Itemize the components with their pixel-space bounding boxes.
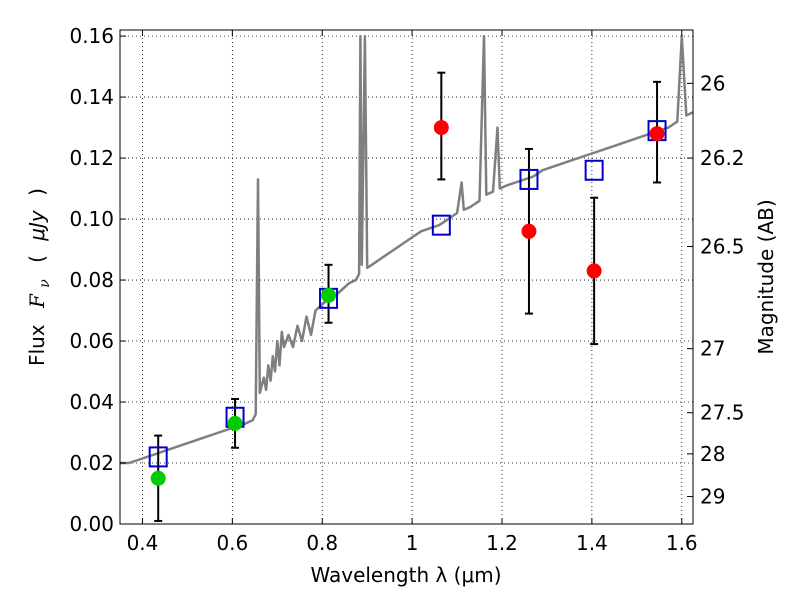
y2-tick-label: 27 [700, 337, 725, 361]
nir-point [649, 126, 665, 142]
detection-point [321, 287, 337, 303]
y2-tick-label: 26.5 [700, 235, 745, 259]
y-tick-label: 0.10 [69, 207, 114, 231]
y-tick-label: 0.16 [69, 24, 114, 48]
x-tick-label: 1 [406, 531, 419, 555]
x-tick-label: 0.6 [216, 531, 248, 555]
y-axis-title-word: Flux [25, 324, 49, 366]
y2-tick-label: 29 [700, 485, 725, 509]
y2-axis-title: Magnitude (AB) [754, 199, 778, 354]
nir-point [521, 223, 537, 239]
plot-frame [119, 29, 694, 525]
model-photometry-square [431, 214, 451, 236]
y-tick-label: 0.04 [69, 390, 114, 414]
y-tick-label: 0.00 [69, 512, 114, 536]
y-tick-label: 0.14 [69, 85, 114, 109]
y2-tick-label: 28 [700, 442, 725, 466]
x-tick-label: 1.6 [666, 531, 698, 555]
model-photometry-square [584, 159, 604, 181]
x-tick-label: 0.4 [127, 531, 159, 555]
x-tick-label: 0.8 [306, 531, 338, 555]
axes: 0.4 0.6 0.8 1 1.2 1.4 1.6 0.00 0.02 0.04 0.06 0.08 0… [69, 24, 744, 555]
plot-area [120, 34, 693, 522]
nir-point [586, 263, 602, 279]
model-photometry-square [519, 168, 539, 190]
y-tick-label: 0.06 [69, 329, 114, 353]
y2-tick-label: 26 [700, 71, 725, 95]
x-tick-label: 1.2 [486, 531, 518, 555]
x-tick-label: 1.4 [576, 531, 608, 555]
model-spectrum-line [120, 34, 693, 465]
y2-tick-label: 26.2 [700, 146, 745, 170]
y2-tick-label: 27.5 [700, 401, 745, 425]
nir-point [433, 120, 449, 136]
x-axis-title: Wavelength λ (μm) [310, 563, 501, 587]
y-axis-title: Flux F ν ( μJy ) [25, 188, 54, 366]
model-photometry-square [148, 446, 168, 468]
y-tick-label: 0.08 [69, 268, 114, 292]
y-tick-label: 0.12 [69, 146, 114, 170]
detection-point [150, 470, 166, 486]
y-tick-label: 0.02 [69, 451, 114, 475]
detection-point [227, 415, 243, 431]
